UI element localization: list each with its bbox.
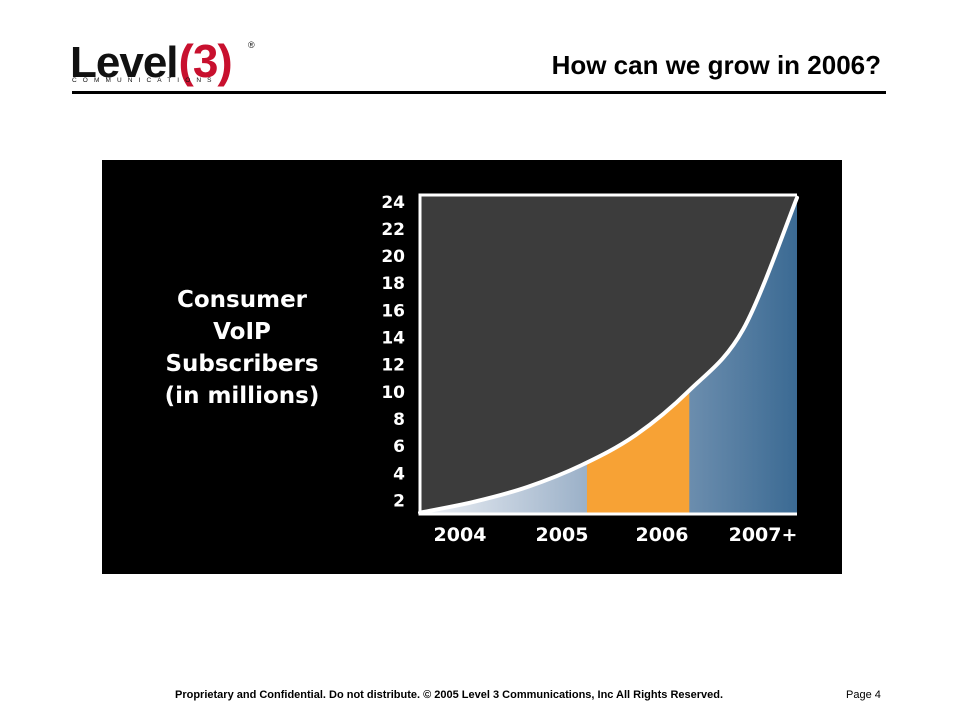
logo-word: Level xyxy=(70,38,179,87)
chart-title-line: VoIP xyxy=(213,319,271,345)
y-tick-label: 12 xyxy=(381,356,405,376)
logo-tagline: COMMUNICATIONS xyxy=(72,77,218,84)
footer-disclaimer: Proprietary and Confidential. Do not dis… xyxy=(175,689,724,701)
y-tick-label: 24 xyxy=(381,193,405,213)
chart-title-line: (in millions) xyxy=(165,383,320,409)
logo-number: (3) xyxy=(178,35,233,87)
chart-title: Consumer VoIP Subscribers (in millions) xyxy=(165,287,320,409)
x-tick-label: 2004 xyxy=(434,524,487,546)
y-tick-label: 4 xyxy=(393,464,405,484)
x-axis-ticks: 2004 2005 2006 2007+ xyxy=(434,524,798,546)
slide-title: How can we grow in 2006? xyxy=(551,50,881,80)
y-tick-label: 8 xyxy=(393,410,405,430)
y-tick-label: 6 xyxy=(393,437,405,457)
y-tick-label: 18 xyxy=(381,274,405,294)
y-tick-label: 16 xyxy=(381,301,405,321)
y-tick-label: 20 xyxy=(381,247,405,267)
title-divider xyxy=(72,91,886,94)
x-tick-label: 2006 xyxy=(636,524,689,546)
subscriber-curve xyxy=(418,195,799,515)
plot-area xyxy=(418,193,799,516)
y-tick-label: 14 xyxy=(381,329,405,349)
logo-wordmark: Level(3) xyxy=(70,35,233,87)
x-tick-label: 2005 xyxy=(536,524,589,546)
level3-logo: Level(3) ® COMMUNICATIONS xyxy=(70,38,270,88)
x-tick-label: 2007+ xyxy=(729,524,798,546)
chart-title-line: Subscribers xyxy=(165,351,318,377)
page-number: Page 4 xyxy=(846,689,881,701)
y-tick-label: 10 xyxy=(381,383,405,403)
y-tick-label: 22 xyxy=(381,220,405,240)
plot-frame xyxy=(418,193,797,516)
area-under-curve xyxy=(420,197,797,514)
y-tick-label: 2 xyxy=(393,491,405,511)
chart-title-line: Consumer xyxy=(177,287,308,313)
logo-registered-mark: ® xyxy=(248,40,255,50)
